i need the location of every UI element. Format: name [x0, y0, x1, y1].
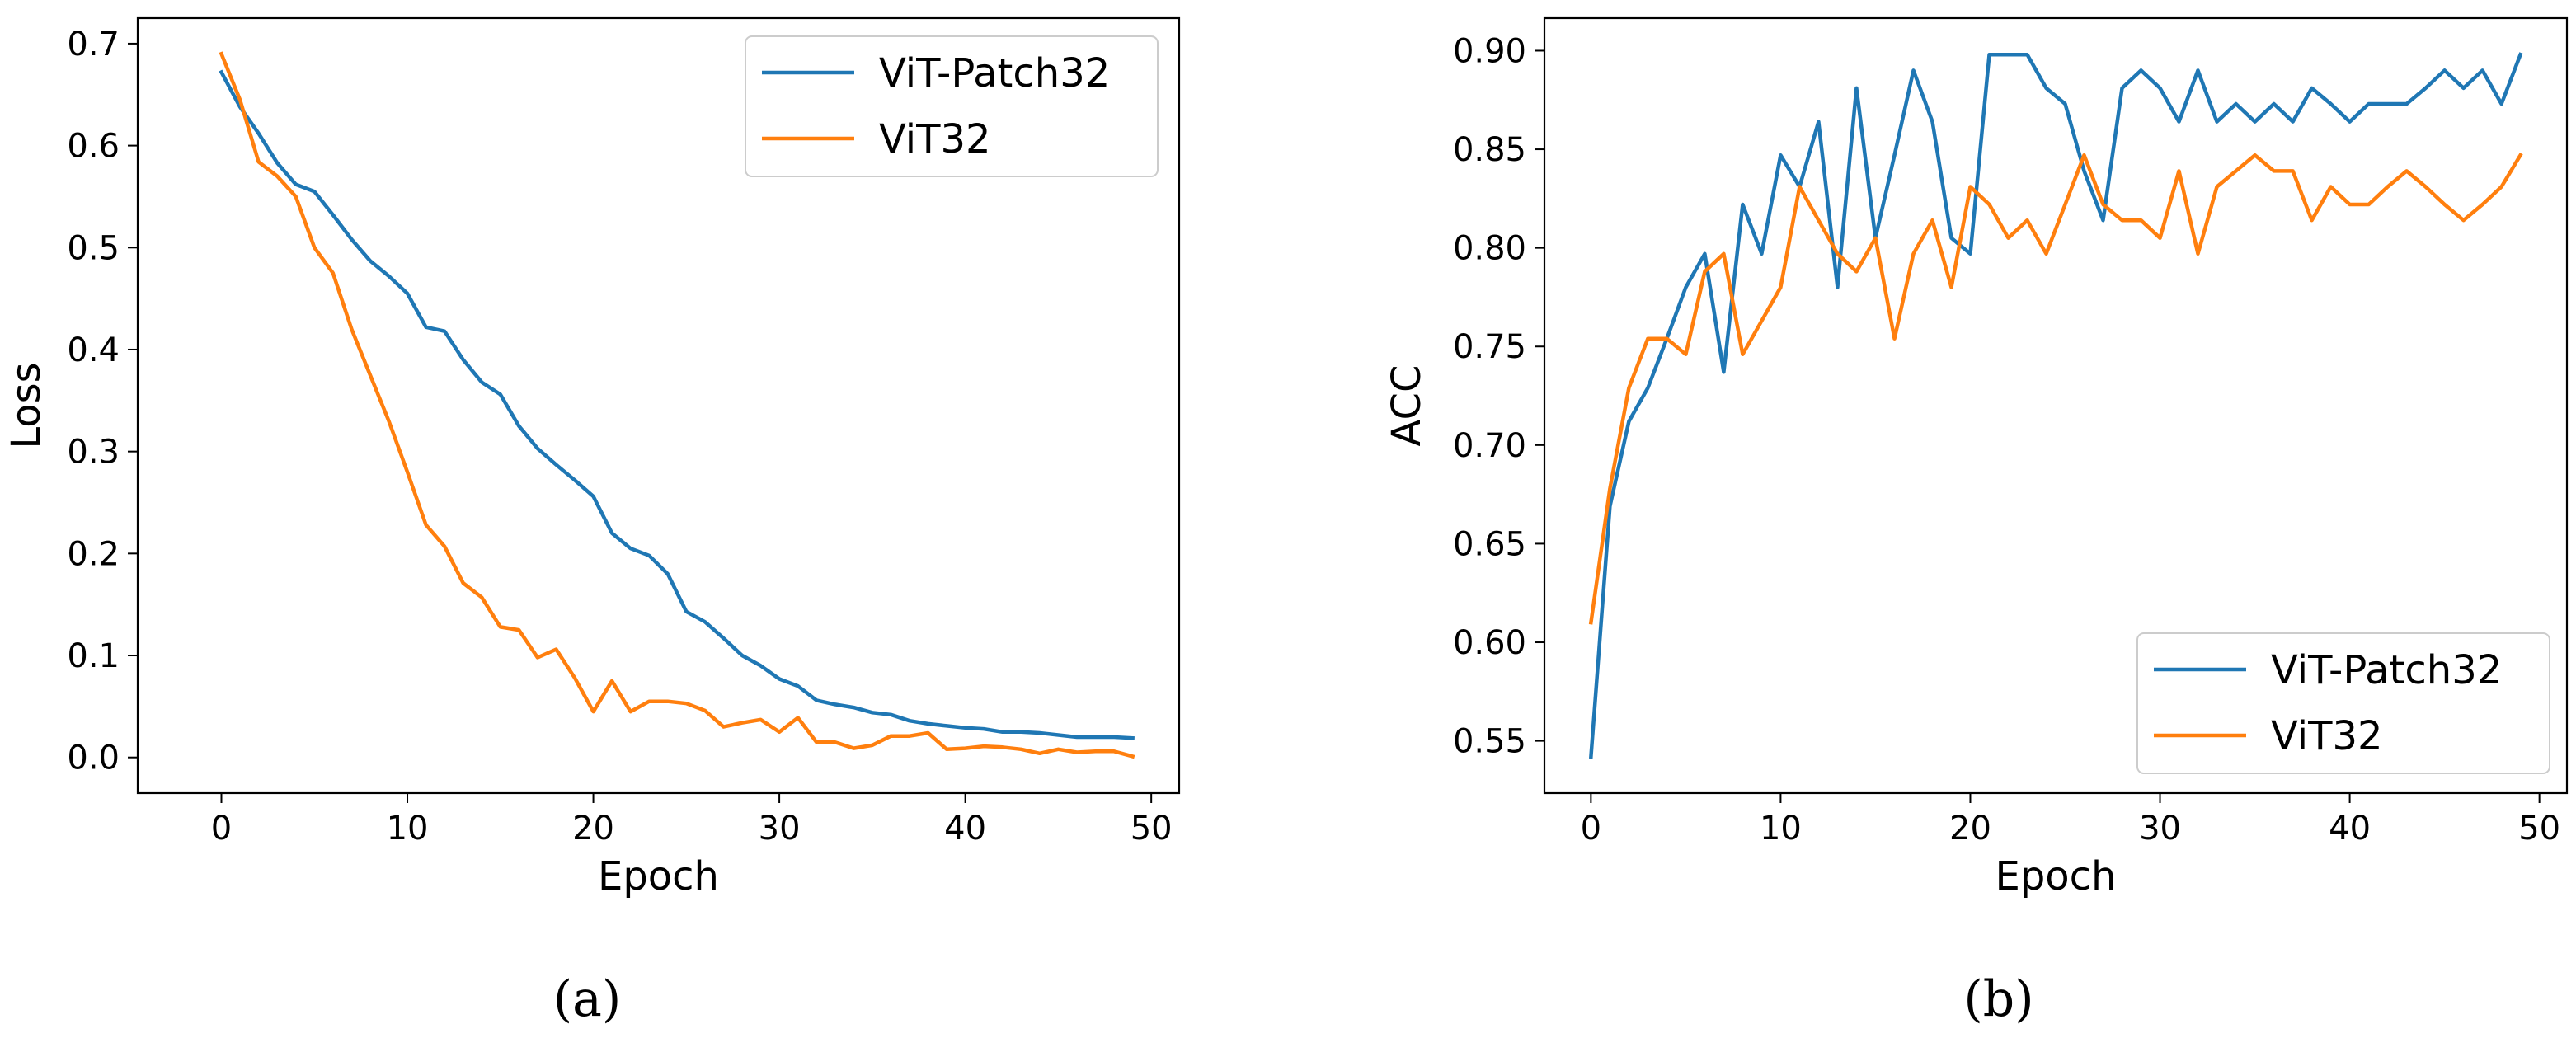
- x-tick-label: 20: [1949, 810, 1991, 848]
- series-line-vit-patch32: [1588, 52, 2523, 759]
- x-tick-label: 0: [1581, 810, 1601, 848]
- legend-label-vit32: ViT32: [879, 116, 991, 162]
- x-tick-label: 50: [1131, 810, 1173, 848]
- x-axis-label: Epoch: [1995, 853, 2117, 899]
- x-tick-label: 10: [387, 810, 429, 848]
- y-axis-label: Loss: [3, 362, 49, 449]
- y-tick-label: 0.55: [1453, 723, 1526, 761]
- y-tick-label: 0.60: [1453, 624, 1526, 662]
- y-tick-label: 0.80: [1453, 230, 1526, 268]
- legend-label-vit-patch32: ViT-Patch32: [879, 50, 1110, 96]
- y-tick-label: 0.6: [67, 128, 120, 166]
- loss-chart-panel: 0 10 20 30 40 50 0.0 0.1 0.2 0.3 0.4 0.5 0.6 0.7 Epoch…: [3, 16, 1181, 899]
- y-tick-label: 0.90: [1453, 32, 1526, 70]
- axes-frame: [1543, 16, 2569, 795]
- y-tick-label: 0.5: [67, 229, 120, 267]
- y-tick-label: 0.85: [1453, 131, 1526, 169]
- y-axis-label: ACC: [1384, 364, 1430, 446]
- legend: ViT-Patch32 ViT32: [2136, 632, 2550, 774]
- axes-frame: [136, 16, 1181, 795]
- x-tick-label: 30: [759, 810, 801, 848]
- legend: ViT-Patch32 ViT32: [745, 35, 1159, 177]
- x-tick-label: 20: [572, 810, 614, 848]
- x-tick-label: 30: [2139, 810, 2181, 848]
- y-tick-label: 0.7: [67, 26, 120, 63]
- x-tick-label: 0: [211, 810, 232, 848]
- y-tick-label: 0.75: [1453, 328, 1526, 366]
- series-line-vit32: [219, 51, 1135, 759]
- panel-label-a: (a): [553, 970, 622, 1028]
- x-tick-label: 40: [944, 810, 986, 848]
- series-line-vit-patch32: [219, 69, 1135, 740]
- x-tick-label: 50: [2518, 810, 2560, 848]
- x-tick-label: 10: [1760, 810, 1802, 848]
- y-tick-label: 0.2: [67, 535, 120, 573]
- x-tick-label: 40: [2329, 810, 2371, 848]
- accuracy-chart-panel: 0 10 20 30 40 50 0.55 0.60 0.65 0.70 0.75 0.80 0.85 0…: [1384, 16, 2569, 899]
- legend-label-vit32: ViT32: [2271, 713, 2383, 759]
- y-tick-label: 0.1: [67, 637, 120, 675]
- y-tick-label: 0.3: [67, 434, 120, 472]
- y-tick-label: 0.65: [1453, 525, 1526, 563]
- x-axis-label: Epoch: [598, 853, 719, 899]
- series-line-vit32: [1588, 153, 2523, 625]
- y-tick-label: 0.70: [1453, 427, 1526, 465]
- y-tick-label: 0.4: [67, 331, 120, 369]
- legend-label-vit-patch32: ViT-Patch32: [2271, 647, 2502, 693]
- panel-label-b: (b): [1963, 970, 2033, 1028]
- y-tick-label: 0.0: [67, 740, 120, 777]
